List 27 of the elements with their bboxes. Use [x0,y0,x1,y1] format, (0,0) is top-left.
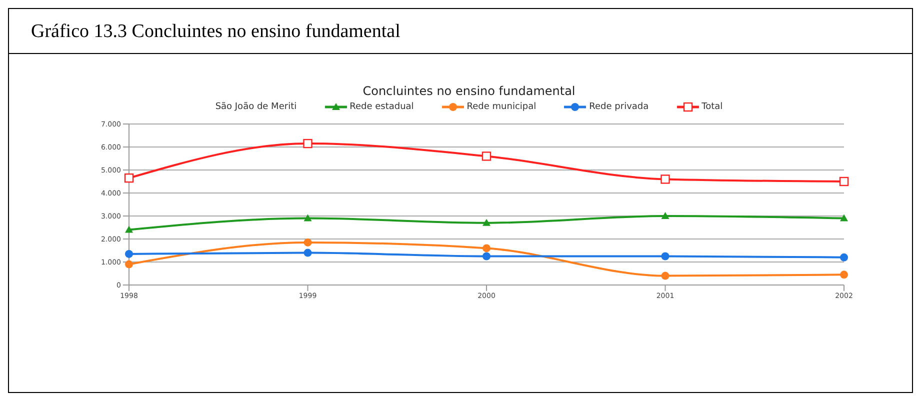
point [839,176,849,186]
point [661,272,670,280]
point [482,152,492,161]
legend-title: São João de Meriti [215,102,297,112]
legend-label: Rede privada [588,102,649,112]
point [840,214,848,222]
point [125,260,133,268]
point [482,218,490,226]
point [661,252,670,260]
point [660,174,670,184]
chart-title: Gráfico 13.3 Concluintes no ensino fundamental [9,9,912,54]
point [125,250,133,258]
point [840,270,848,279]
point [125,226,133,233]
point [304,214,312,222]
point [661,212,670,219]
point [304,238,312,246]
point [304,248,312,257]
legend-label: Rede estadual [348,102,414,112]
point [303,138,312,148]
point [840,253,848,262]
point [482,252,490,260]
chart-subtitle: Concluintes no ensino fundamental [362,84,576,98]
legend-label: Rede municipal [466,102,536,112]
point [124,173,134,183]
point [482,244,490,252]
legend-label: Total [700,102,723,112]
